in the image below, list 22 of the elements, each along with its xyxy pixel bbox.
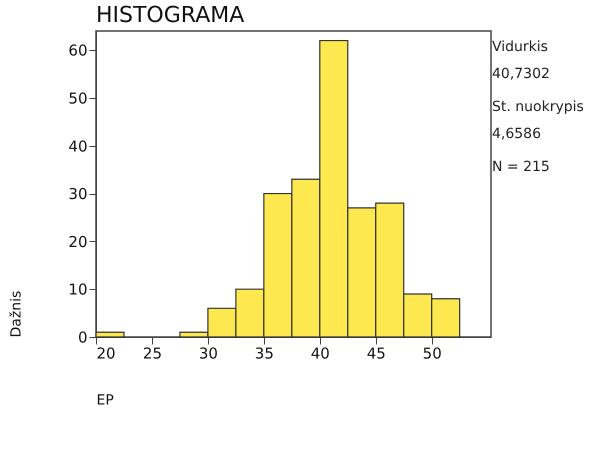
y-tick-label: 60 [68, 42, 88, 60]
text: 4,6586 [492, 125, 542, 144]
x-tick-label: 40 [310, 344, 330, 362]
text: Vidurkis [492, 38, 549, 57]
y-axis-title: Dažnis [8, 290, 24, 338]
y-tick-label: 30 [68, 185, 88, 204]
text: N = 215 [492, 158, 551, 177]
chart-title: HISTOGRAMA [96, 3, 244, 28]
x-axis-title: EP [96, 392, 114, 408]
text: 40,7302 [492, 65, 551, 84]
y-tick-label: 0 [78, 328, 88, 346]
x-tick-label: 25 [142, 344, 162, 362]
x-tick-label: 20 [96, 344, 116, 362]
y-tick-label: 40 [68, 137, 88, 156]
x-tick-label: 45 [366, 344, 386, 362]
x-tick-label: 50 [422, 344, 442, 362]
y-tick-label: 20 [68, 232, 88, 251]
text: St. nuokrypis [492, 98, 584, 117]
y-tick-label: 50 [68, 89, 88, 108]
y-tick-label: 10 [68, 280, 88, 299]
x-tick-label: 30 [198, 344, 218, 362]
x-tick-label: 35 [254, 344, 274, 362]
